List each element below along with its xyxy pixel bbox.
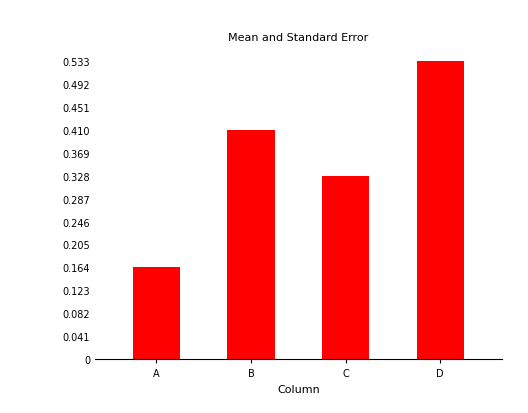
Bar bbox=[228, 131, 275, 359]
Bar bbox=[133, 268, 180, 359]
Bar bbox=[417, 62, 464, 359]
Title: Mean and Standard Error: Mean and Standard Error bbox=[228, 33, 369, 43]
Bar bbox=[322, 176, 369, 359]
X-axis label: Column: Column bbox=[277, 384, 319, 394]
